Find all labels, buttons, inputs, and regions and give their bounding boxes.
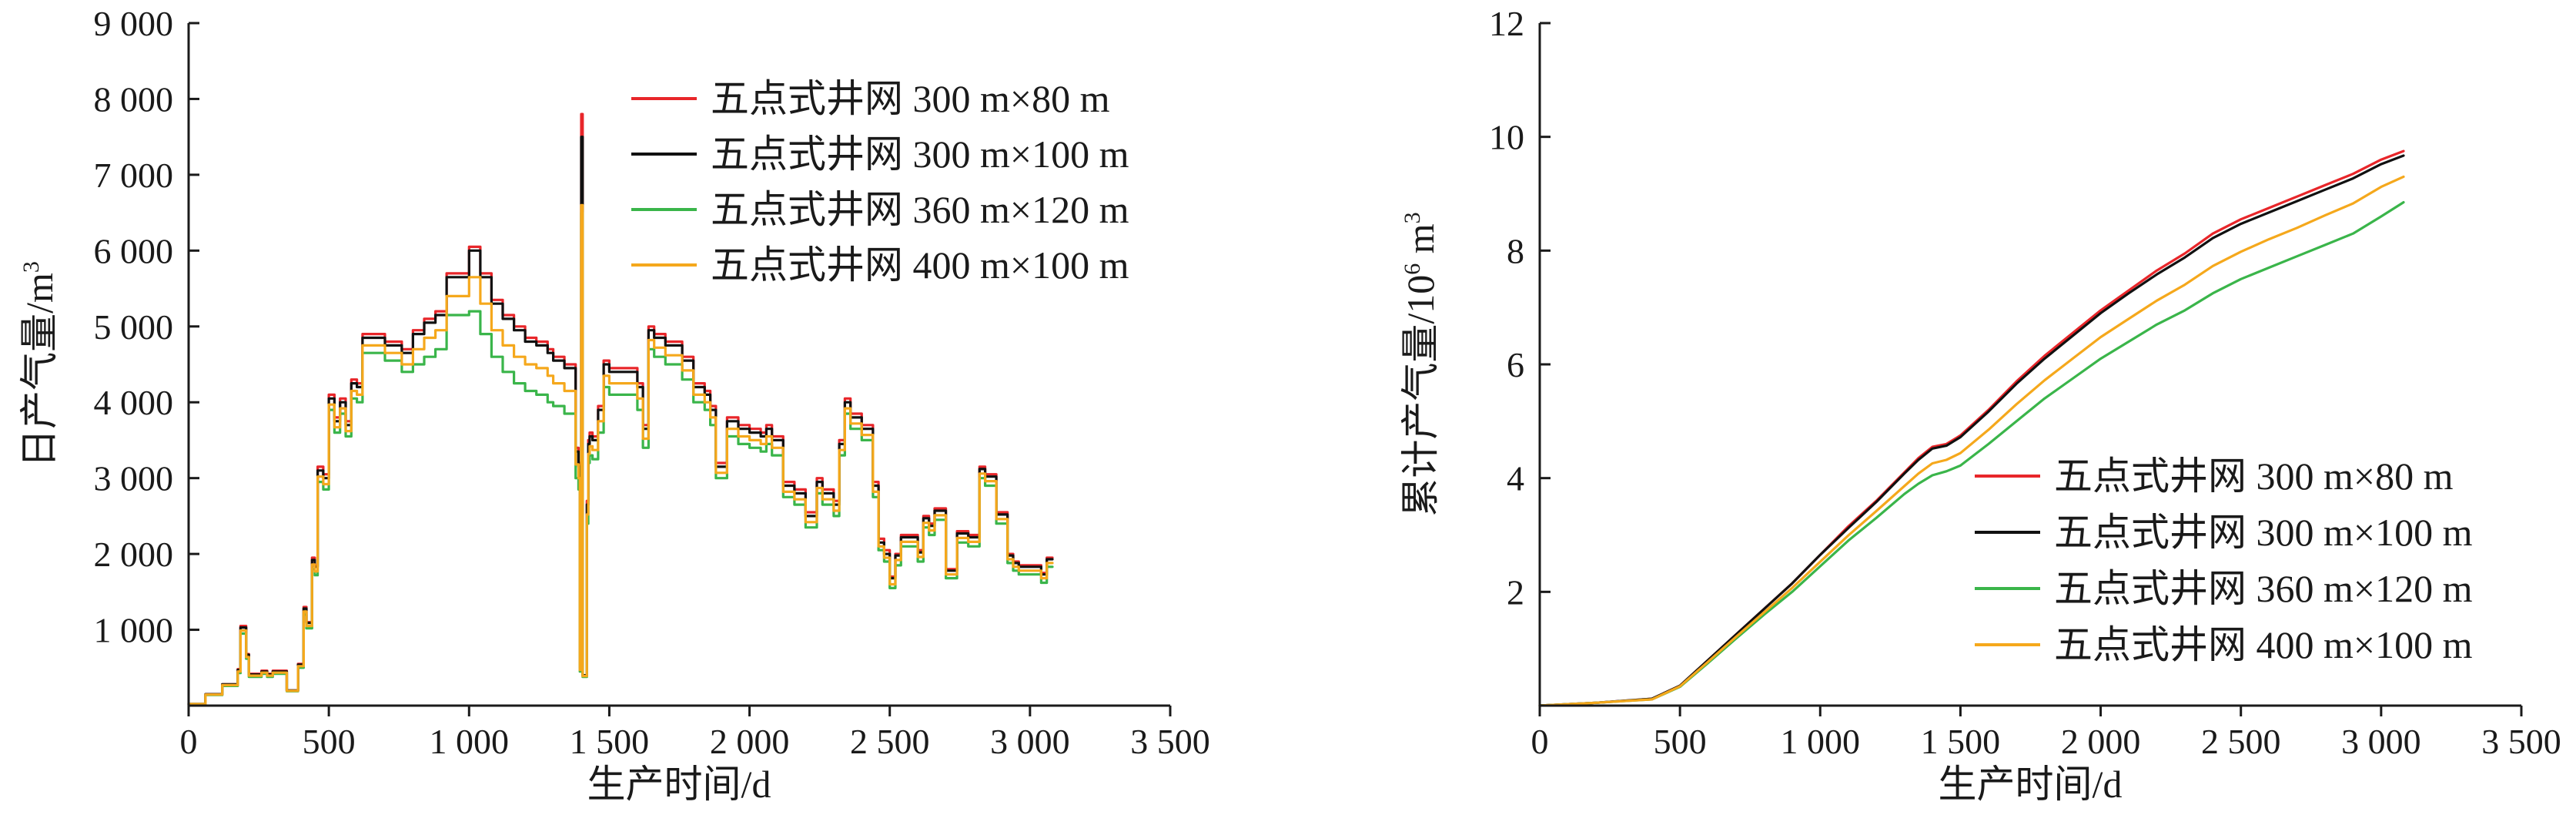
- cumulative-x-tick-label: 1 000: [1781, 722, 1861, 761]
- cumulative-y-tick-label: 10: [1489, 118, 1524, 157]
- daily-x-tick-label: 2 500: [850, 722, 930, 761]
- cumulative-x-tick-label: 2 500: [2201, 722, 2281, 761]
- daily-x-tick-label: 2 000: [710, 722, 790, 761]
- daily-y-axis-title: 日产气量/m3: [18, 261, 61, 468]
- cumulative-y-tick-label: 2: [1507, 572, 1524, 612]
- daily-legend-label-2: 五点式井网 360 m×120 m: [711, 188, 1129, 231]
- daily-y-tick-label: 7 000: [94, 156, 174, 195]
- cumulative-y-axis-title-a: 累计产气量/10: [1399, 275, 1442, 517]
- cumulative-y-tick-label: 12: [1489, 4, 1524, 43]
- cumulative-legend: 五点式井网 300 m×80 m 五点式井网 300 m×100 m 五点式井网 3…: [1975, 454, 2473, 666]
- cumulative-legend-label-1: 五点式井网 300 m×100 m: [2054, 511, 2473, 554]
- daily-y-tick-label: 4 000: [94, 383, 174, 422]
- cumulative-gas-series-layer: [1538, 149, 2405, 707]
- daily-x-tick-label: 0: [180, 722, 198, 761]
- cumulative-x-axis-title: 生产时间/d: [1939, 763, 2123, 806]
- cumulative-x-tick-label: 0: [1531, 722, 1549, 761]
- daily-legend-label-0: 五点式井网 300 m×80 m: [711, 77, 1110, 120]
- cumulative-y-tick-label: 6: [1507, 345, 1524, 384]
- daily-y-tick-label: 2 000: [94, 535, 174, 574]
- cumulative-x-tick-label: 500: [1654, 722, 1707, 761]
- daily-ticks-layer: 0 500 1 000 1 500 2 000 2 500 3 000 3 500 1 000 2…: [94, 4, 1210, 761]
- daily-y-axis-title-main: 日产气量/m: [18, 273, 61, 468]
- daily-y-tick-label: 8 000: [94, 79, 174, 119]
- daily-y-tick-label: 1 000: [94, 611, 174, 650]
- daily-y-tick-label: 3 000: [94, 459, 174, 498]
- cumulative-y-axis-title: 累计产气量/106 m3: [1399, 212, 1442, 516]
- daily-y-axis-title-superscript: 3: [18, 261, 44, 273]
- cumulative-ticks-layer: 0 500 1 000 1 500 2 000 2 500 3 000 3 500 2 4 6 8 10…: [1489, 4, 2561, 761]
- daily-y-tick-label: 6 000: [94, 231, 174, 270]
- daily-x-tick-label: 1 500: [570, 722, 650, 761]
- daily-gas-series-layer: [187, 112, 1054, 706]
- cumulative-y-tick-label: 4: [1507, 459, 1524, 498]
- cumulative-y-axis-title-b: m: [1399, 223, 1442, 263]
- daily-y-tick-label: 9 000: [94, 4, 174, 43]
- cumulative-legend-label-2: 五点式井网 360 m×120 m: [2054, 567, 2473, 610]
- cumulative-series-line-2: [1538, 201, 2405, 707]
- cumulative-y-tick-label: 8: [1507, 231, 1524, 270]
- daily-legend-label-1: 五点式井网 300 m×100 m: [711, 132, 1129, 176]
- daily-x-tick-label: 3 000: [990, 722, 1070, 761]
- cumulative-gas-chart: 0 500 1 000 1 500 2 000 2 500 3 000 3 500 2 4 6 8 10…: [1399, 4, 2561, 806]
- daily-series-line-3: [187, 203, 1054, 706]
- cumulative-legend-label-0: 五点式井网 300 m×80 m: [2054, 454, 2454, 498]
- cumulative-legend-label-3: 五点式井网 400 m×100 m: [2054, 623, 2473, 666]
- cumulative-series-line-3: [1538, 175, 2405, 707]
- daily-x-tick-label: 500: [303, 722, 356, 761]
- cumulative-x-tick-label: 1 500: [1921, 722, 2001, 761]
- cumulative-series-line-1: [1538, 154, 2405, 707]
- daily-x-tick-label: 3 500: [1130, 722, 1210, 761]
- daily-gas-chart: 0 500 1 000 1 500 2 000 2 500 3 000 3 500 1 000 2…: [18, 4, 1210, 806]
- daily-legend: 五点式井网 300 m×80 m 五点式井网 300 m×100 m 五点式井网 3…: [631, 77, 1129, 287]
- cumulative-y-axis-title-sup3: 3: [1400, 212, 1425, 223]
- daily-legend-label-3: 五点式井网 400 m×100 m: [711, 243, 1129, 287]
- cumulative-x-tick-label: 3 000: [2341, 722, 2421, 761]
- daily-y-tick-label: 5 000: [94, 307, 174, 347]
- cumulative-y-axis-title-sup6: 6: [1400, 263, 1425, 275]
- cumulative-x-tick-label: 2 000: [2061, 722, 2141, 761]
- cumulative-x-tick-label: 3 500: [2481, 722, 2561, 761]
- daily-x-axis-title: 生产时间/d: [587, 763, 771, 806]
- daily-x-tick-label: 1 000: [430, 722, 510, 761]
- daily-series-line-1: [187, 136, 1054, 706]
